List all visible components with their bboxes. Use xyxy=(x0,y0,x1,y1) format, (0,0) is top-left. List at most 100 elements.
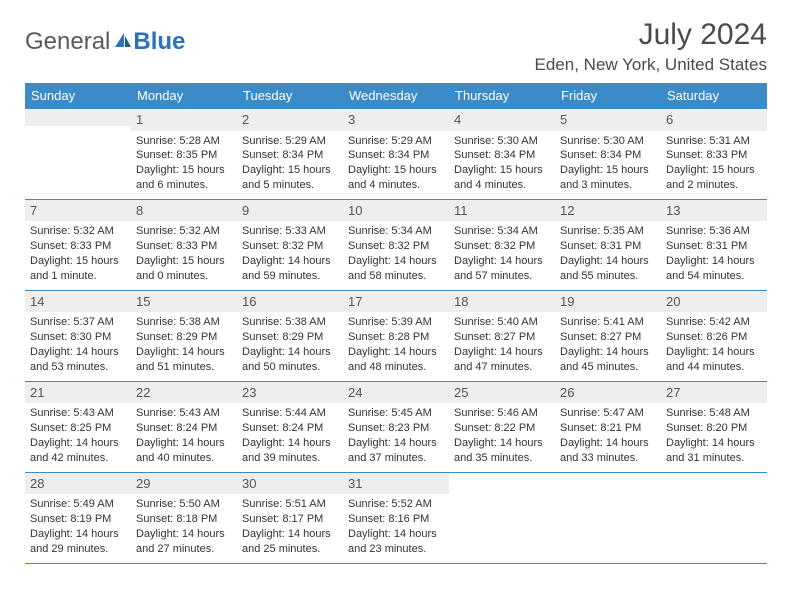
daylight-text: Daylight: 14 hours xyxy=(30,345,126,360)
calendar-cell: 8Sunrise: 5:32 AMSunset: 8:33 PMDaylight… xyxy=(131,199,237,290)
daylight-text: and 48 minutes. xyxy=(348,360,444,375)
day-number: 25 xyxy=(449,382,555,404)
daylight-text: Daylight: 14 hours xyxy=(242,527,338,542)
logo-text-blue: Blue xyxy=(133,28,185,56)
daylight-text: and 59 minutes. xyxy=(242,269,338,284)
daylight-text: Daylight: 14 hours xyxy=(454,345,550,360)
daylight-text: Daylight: 15 hours xyxy=(348,163,444,178)
sunrise-text: Sunrise: 5:41 AM xyxy=(560,315,656,330)
sunrise-text: Sunrise: 5:29 AM xyxy=(242,134,338,149)
day-number: 7 xyxy=(25,200,131,222)
calendar-week: 1Sunrise: 5:28 AMSunset: 8:35 PMDaylight… xyxy=(25,109,767,200)
daylight-text: and 35 minutes. xyxy=(454,451,550,466)
daylight-text: and 39 minutes. xyxy=(242,451,338,466)
day-number: 5 xyxy=(555,109,661,131)
header: General Blue July 2024 Eden, New York, U… xyxy=(25,18,767,75)
daylight-text: and 4 minutes. xyxy=(454,178,550,193)
sunset-text: Sunset: 8:29 PM xyxy=(242,330,338,345)
day-number: 2 xyxy=(237,109,343,131)
calendar-cell: 28Sunrise: 5:49 AMSunset: 8:19 PMDayligh… xyxy=(25,472,131,563)
logo: General Blue xyxy=(25,18,185,56)
sunrise-text: Sunrise: 5:44 AM xyxy=(242,406,338,421)
sunset-text: Sunset: 8:31 PM xyxy=(560,239,656,254)
calendar-cell: 2Sunrise: 5:29 AMSunset: 8:34 PMDaylight… xyxy=(237,109,343,200)
day-number: 4 xyxy=(449,109,555,131)
daylight-text: Daylight: 15 hours xyxy=(136,163,232,178)
sunrise-text: Sunrise: 5:42 AM xyxy=(666,315,762,330)
calendar-week: 21Sunrise: 5:43 AMSunset: 8:25 PMDayligh… xyxy=(25,381,767,472)
day-number: 17 xyxy=(343,291,449,313)
daylight-text: and 55 minutes. xyxy=(560,269,656,284)
sunrise-text: Sunrise: 5:40 AM xyxy=(454,315,550,330)
daylight-text: Daylight: 14 hours xyxy=(454,436,550,451)
calendar-cell: 22Sunrise: 5:43 AMSunset: 8:24 PMDayligh… xyxy=(131,381,237,472)
calendar-cell: 23Sunrise: 5:44 AMSunset: 8:24 PMDayligh… xyxy=(237,381,343,472)
calendar-cell xyxy=(449,472,555,563)
daylight-text: and 23 minutes. xyxy=(348,542,444,557)
daylight-text: Daylight: 14 hours xyxy=(30,527,126,542)
calendar-cell: 15Sunrise: 5:38 AMSunset: 8:29 PMDayligh… xyxy=(131,290,237,381)
daylight-text: and 54 minutes. xyxy=(666,269,762,284)
sunset-text: Sunset: 8:18 PM xyxy=(136,512,232,527)
day-number: 30 xyxy=(237,473,343,495)
sunset-text: Sunset: 8:29 PM xyxy=(136,330,232,345)
daylight-text: and 3 minutes. xyxy=(560,178,656,193)
sunset-text: Sunset: 8:22 PM xyxy=(454,421,550,436)
daylight-text: Daylight: 14 hours xyxy=(348,436,444,451)
day-number: 15 xyxy=(131,291,237,313)
calendar-week: 14Sunrise: 5:37 AMSunset: 8:30 PMDayligh… xyxy=(25,290,767,381)
calendar-week: 7Sunrise: 5:32 AMSunset: 8:33 PMDaylight… xyxy=(25,199,767,290)
calendar-header-row: SundayMondayTuesdayWednesdayThursdayFrid… xyxy=(25,83,767,109)
calendar-cell: 5Sunrise: 5:30 AMSunset: 8:34 PMDaylight… xyxy=(555,109,661,200)
daylight-text: Daylight: 15 hours xyxy=(30,254,126,269)
calendar-cell: 29Sunrise: 5:50 AMSunset: 8:18 PMDayligh… xyxy=(131,472,237,563)
daylight-text: Daylight: 14 hours xyxy=(30,436,126,451)
calendar-cell xyxy=(555,472,661,563)
sunrise-text: Sunrise: 5:46 AM xyxy=(454,406,550,421)
sunset-text: Sunset: 8:34 PM xyxy=(348,148,444,163)
daylight-text: and 51 minutes. xyxy=(136,360,232,375)
calendar-cell: 3 Sunrise: 5:29 AMSunset: 8:34 PMDaylight… xyxy=(343,109,449,200)
daylight-text: and 53 minutes. xyxy=(30,360,126,375)
sunset-text: Sunset: 8:27 PM xyxy=(454,330,550,345)
calendar-cell xyxy=(25,109,131,200)
day-number: 3 xyxy=(343,109,449,131)
daylight-text: and 45 minutes. xyxy=(560,360,656,375)
day-header: Friday xyxy=(555,83,661,109)
sunrise-text: Sunrise: 5:32 AM xyxy=(136,224,232,239)
daylight-text: and 2 minutes. xyxy=(666,178,762,193)
daylight-text: Daylight: 14 hours xyxy=(666,436,762,451)
sunrise-text: Sunrise: 5:29 AM xyxy=(348,134,444,149)
calendar-cell: 16Sunrise: 5:38 AMSunset: 8:29 PMDayligh… xyxy=(237,290,343,381)
daylight-text: and 40 minutes. xyxy=(136,451,232,466)
day-number: 6 xyxy=(661,109,767,131)
sunrise-text: Sunrise: 5:34 AM xyxy=(454,224,550,239)
sunrise-text: Sunrise: 5:43 AM xyxy=(30,406,126,421)
daylight-text: and 4 minutes. xyxy=(348,178,444,193)
calendar-cell: 31Sunrise: 5:52 AMSunset: 8:16 PMDayligh… xyxy=(343,472,449,563)
daylight-text: Daylight: 14 hours xyxy=(136,345,232,360)
month-title: July 2024 xyxy=(535,18,767,51)
daylight-text: and 33 minutes. xyxy=(560,451,656,466)
calendar-cell: 12Sunrise: 5:35 AMSunset: 8:31 PMDayligh… xyxy=(555,199,661,290)
calendar-cell: 30Sunrise: 5:51 AMSunset: 8:17 PMDayligh… xyxy=(237,472,343,563)
day-number: 23 xyxy=(237,382,343,404)
location: Eden, New York, United States xyxy=(535,55,767,75)
sunset-text: Sunset: 8:20 PM xyxy=(666,421,762,436)
sunset-text: Sunset: 8:21 PM xyxy=(560,421,656,436)
day-number: 19 xyxy=(555,291,661,313)
day-number: 9 xyxy=(237,200,343,222)
calendar-cell: 18Sunrise: 5:40 AMSunset: 8:27 PMDayligh… xyxy=(449,290,555,381)
daylight-text: Daylight: 14 hours xyxy=(666,345,762,360)
daylight-text: Daylight: 14 hours xyxy=(348,527,444,542)
sunset-text: Sunset: 8:25 PM xyxy=(30,421,126,436)
day-number: 1 xyxy=(131,109,237,131)
day-number: 22 xyxy=(131,382,237,404)
calendar-cell: 19Sunrise: 5:41 AMSunset: 8:27 PMDayligh… xyxy=(555,290,661,381)
sunrise-text: Sunrise: 5:43 AM xyxy=(136,406,232,421)
sunrise-text: Sunrise: 5:51 AM xyxy=(242,497,338,512)
day-number: 10 xyxy=(343,200,449,222)
sunset-text: Sunset: 8:34 PM xyxy=(560,148,656,163)
sunset-text: Sunset: 8:16 PM xyxy=(348,512,444,527)
day-number: 24 xyxy=(343,382,449,404)
